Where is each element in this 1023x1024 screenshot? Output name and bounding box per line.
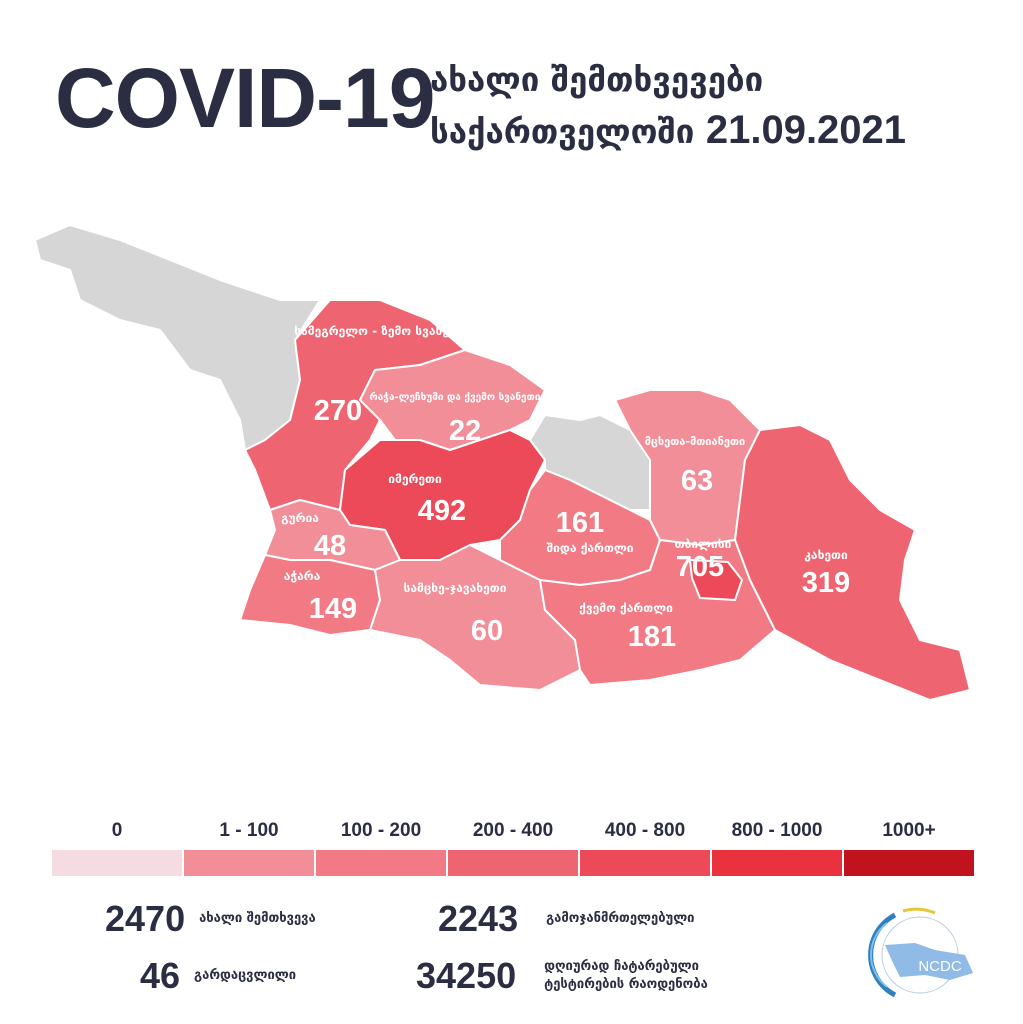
region-label: თბილისი [675,537,732,551]
region-value: 48 [314,530,346,562]
stat-value: 2243 [438,898,519,939]
legend-label: 200 - 400 [472,820,554,841]
legend-swatch [580,850,710,876]
legend-label: 800 - 1000 [731,820,823,841]
legend-item: 1000+ [844,820,974,876]
region-value: 319 [802,567,850,599]
stat-value: 34250 [416,955,517,996]
legend-label: 0 [111,820,123,841]
region-label: რაჭა-ლეჩხუმი და ქვემო სვანეთი [370,391,541,403]
region-value: 22 [449,415,481,447]
legend-label: 100 - 200 [340,820,422,841]
region-label: აჭარა [284,569,321,583]
legend-swatch [844,850,974,876]
subtitle-country: საქართველოში [430,112,695,151]
stat-new-cases: 2470 ახალი შემთხვევა [105,898,316,940]
region-value: 270 [314,395,362,427]
legend-label: 1000+ [882,820,936,841]
region-label: იმერეთი [388,472,442,486]
legend-swatch [184,850,314,876]
region-value: 705 [676,551,724,583]
legend-item: 1 - 100 [184,820,314,876]
legend: 0 1 - 100 100 - 200 200 - 400 400 - 800 … [52,820,974,876]
legend-item: 200 - 400 [448,820,578,876]
stat-label: გარდაცვლილი [194,968,297,983]
region-value: 181 [628,621,676,653]
region-label: კახეთი [804,548,848,562]
georgia-map: სამეგრელო - ზემო სვანეთი 270 რაჭა-ლეჩხუმ… [34,224,971,701]
stat-value: 2470 [105,898,186,939]
stat-label: გამოჯანმრთელებული [546,911,695,926]
stat-label: დღიურად ჩატარებული ტესტირების რაოდენობა [544,958,708,994]
region-value: 492 [418,495,466,527]
stat-label-line2: ტესტირების რაოდენობა [544,977,708,992]
legend-label: 400 - 800 [604,820,686,841]
legend-item: 0 [52,820,182,876]
legend-item: 800 - 1000 [712,820,842,876]
region-value: 60 [471,615,503,647]
stat-tests: 34250 დღიურად ჩატარებული ტესტირების რაოდენ… [416,955,708,997]
ncdc-logo: NCDC [868,907,973,998]
legend-swatch [448,850,578,876]
report-date: 21.09.2021 [705,108,907,152]
stat-value: 46 [140,955,181,996]
legend-item: 400 - 800 [580,820,710,876]
region-kakheti [734,424,971,701]
region-tbilisi [689,559,743,601]
legend-label: 1 - 100 [219,820,279,841]
region-label: ქვემო ქართლი [579,601,673,615]
region-label: სამცხე-ჯავახეთი [404,581,507,595]
stat-label-line1: დღიურად ჩატარებული [544,959,699,974]
legend-swatch [316,850,446,876]
stat-recovered: 2243 გამოჯანმრთელებული [438,898,695,940]
region-abkhazia [34,224,321,451]
region-label: სამეგრელო - ზემო სვანეთი [294,324,466,338]
legend-swatch [52,850,182,876]
legend-swatch [712,850,842,876]
region-label: შიდა ქართლი [546,541,633,555]
region-label: გურია [281,511,319,525]
region-label: მცხეთა-მთიანეთი [645,435,746,448]
subtitle-line2: საქართველოში 21.09.2021 [430,108,906,153]
region-value: 63 [681,465,713,497]
stat-deaths: 46 გარდაცვლილი [140,955,296,997]
region-value: 149 [309,593,357,625]
page-title: COVID-19 [55,51,435,145]
logo-text: NCDC [918,958,961,975]
subtitle-line1: ახალი შემთხვევები [430,60,764,99]
region-samegrelo [244,299,466,511]
legend-item: 100 - 200 [316,820,446,876]
region-value: 161 [556,507,604,539]
stat-label: ახალი შემთხვევა [199,911,316,926]
